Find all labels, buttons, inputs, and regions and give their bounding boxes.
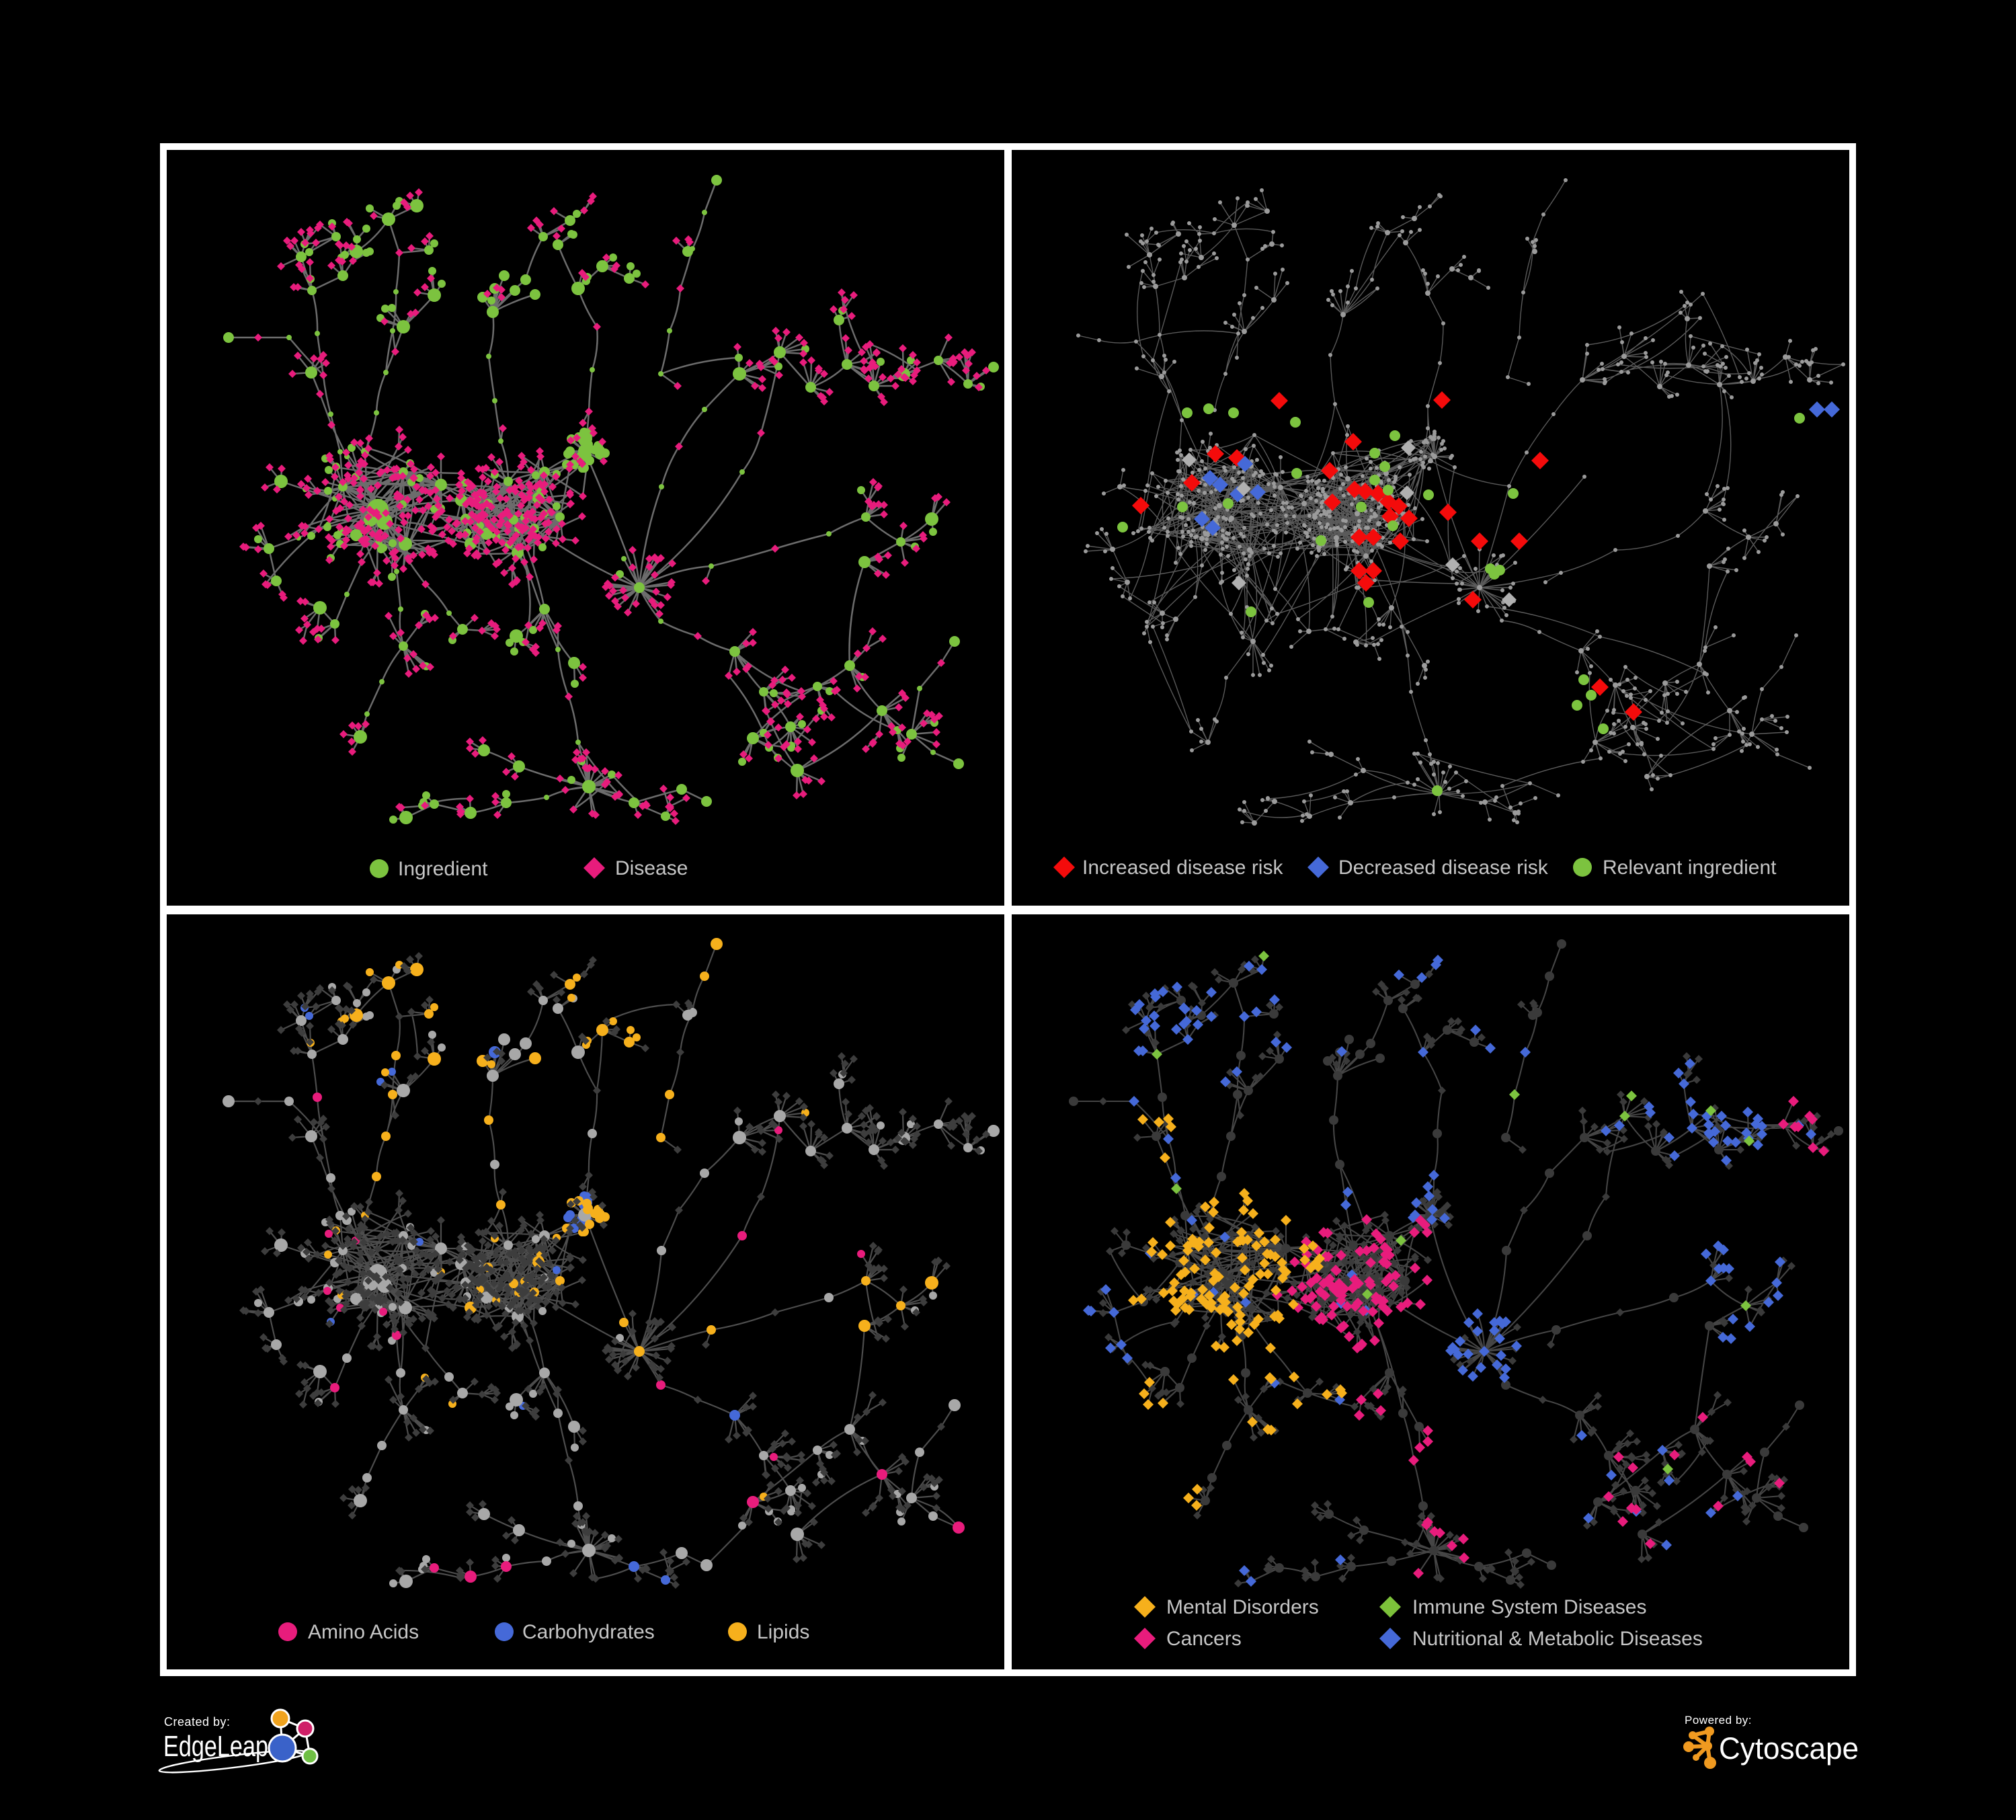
svg-text:Relevant ingredient: Relevant ingredient xyxy=(1603,857,1777,879)
svg-text:Increased disease risk: Increased disease risk xyxy=(1082,857,1283,879)
svg-text:Immune System Diseases: Immune System Diseases xyxy=(1412,1596,1646,1618)
svg-text:Mental Disorders: Mental Disorders xyxy=(1166,1596,1319,1618)
svg-text:EdgeLeap: EdgeLeap xyxy=(163,1730,268,1763)
svg-text:Cytoscape: Cytoscape xyxy=(1719,1731,1859,1766)
svg-text:Carbohydrates: Carbohydrates xyxy=(522,1621,655,1643)
svg-text:Ingredient: Ingredient xyxy=(398,858,488,880)
svg-text:Amino Acids: Amino Acids xyxy=(308,1621,419,1643)
svg-text:Cancers: Cancers xyxy=(1166,1628,1242,1650)
svg-text:Disease: Disease xyxy=(615,857,688,879)
svg-text:Decreased disease risk: Decreased disease risk xyxy=(1338,857,1549,879)
svg-text:Created by:: Created by: xyxy=(164,1715,231,1729)
svg-text:Lipids: Lipids xyxy=(757,1621,809,1643)
svg-text:Nutritional & Metabolic Diseas: Nutritional & Metabolic Diseases xyxy=(1412,1628,1703,1650)
svg-text:Powered by:: Powered by: xyxy=(1685,1714,1752,1727)
